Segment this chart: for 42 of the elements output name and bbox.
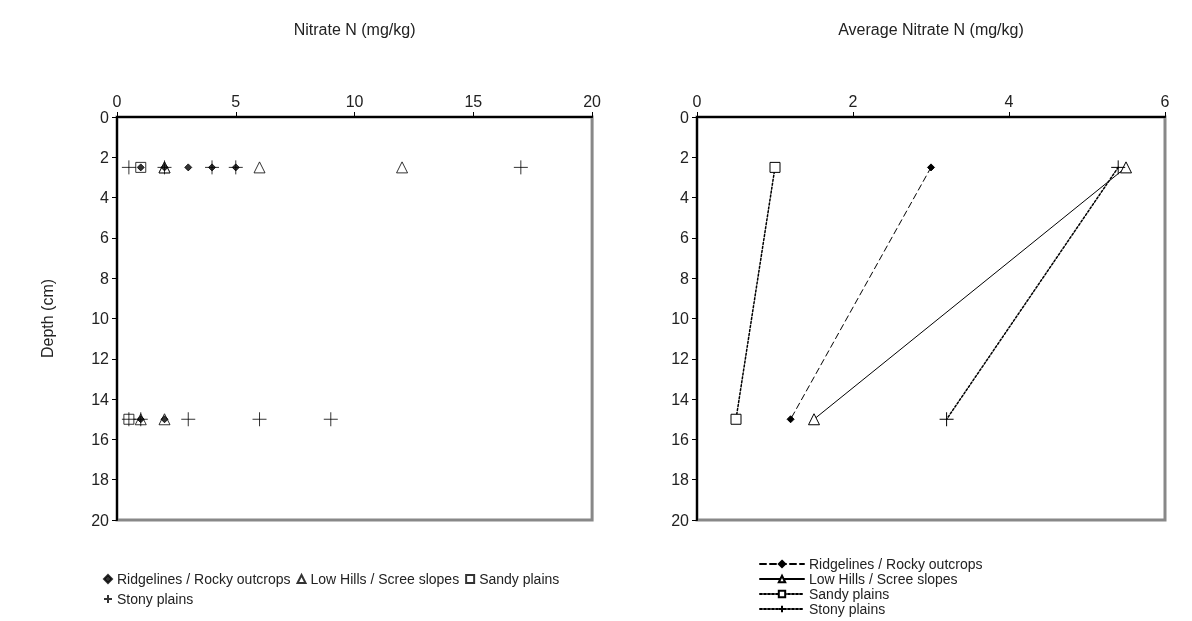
x-tick-label: 2 bbox=[848, 92, 858, 110]
x-axis-title: Average Nitrate N (mg/kg) bbox=[838, 20, 1024, 38]
y-tick-label: 20 bbox=[671, 511, 690, 529]
y-tick-label: 18 bbox=[671, 471, 690, 489]
y-tick-label: 4 bbox=[680, 189, 690, 207]
legend-label: Ridgelines / Rocky outcrops bbox=[117, 571, 291, 587]
y-tick-label: 4 bbox=[100, 189, 110, 207]
y-tick-label: 0 bbox=[680, 108, 690, 126]
y-tick-label: 10 bbox=[671, 310, 690, 327]
x-tick-label: 6 bbox=[1160, 92, 1170, 110]
y-tick-label: 8 bbox=[680, 269, 690, 287]
y-axis-title: Depth (cm) bbox=[38, 278, 56, 359]
y-tick-label: 6 bbox=[680, 229, 690, 247]
x-tick-label: 15 bbox=[464, 92, 483, 110]
x-tick-label: 5 bbox=[231, 92, 241, 110]
x-tick-label: 20 bbox=[583, 92, 602, 110]
x-tick-label: 0 bbox=[692, 92, 702, 110]
y-tick-label: 14 bbox=[671, 390, 690, 408]
y-tick-label: 10 bbox=[91, 310, 110, 327]
y-tick-label: 12 bbox=[91, 350, 110, 368]
y-tick-label: 16 bbox=[671, 430, 690, 448]
y-tick-label: 2 bbox=[100, 148, 110, 166]
y-tick-label: 8 bbox=[100, 269, 110, 287]
x-tick-label: 10 bbox=[345, 92, 364, 110]
y-tick-label: 12 bbox=[671, 350, 690, 368]
y-tick-label: 16 bbox=[91, 430, 110, 448]
y-tick-label: 0 bbox=[100, 108, 110, 126]
legend-label: Stony plains bbox=[809, 601, 886, 617]
legend-label: Stony plains bbox=[117, 591, 194, 607]
x-tick-label: 0 bbox=[112, 92, 122, 110]
legend-label: Sandy plains bbox=[809, 586, 890, 602]
legend-label: Low Hills / Scree slopes bbox=[310, 571, 460, 587]
y-tick-label: 14 bbox=[91, 390, 110, 408]
legend-label: Low Hills / Scree slopes bbox=[809, 571, 958, 587]
x-axis-title: Nitrate N (mg/kg) bbox=[293, 20, 416, 38]
legend-label: Ridgelines / Rocky outcrops bbox=[809, 556, 983, 572]
y-tick-label: 2 bbox=[680, 148, 690, 166]
y-tick-label: 20 bbox=[91, 511, 110, 529]
legend-label: Sandy plains bbox=[479, 571, 560, 587]
x-tick-label: 4 bbox=[1004, 92, 1014, 110]
y-tick-label: 18 bbox=[91, 471, 110, 489]
y-tick-label: 6 bbox=[100, 229, 110, 247]
